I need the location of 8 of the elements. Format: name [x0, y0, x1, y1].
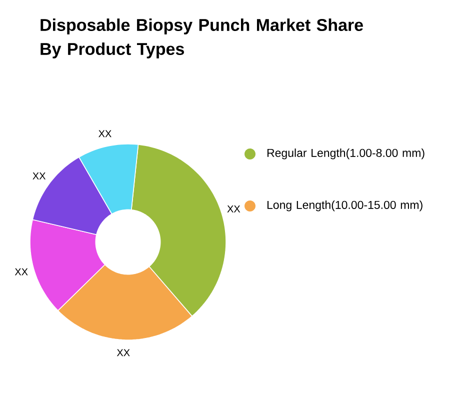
- data-label: XX: [32, 172, 46, 180]
- data-label: XX: [98, 130, 112, 138]
- data-label: XX: [116, 349, 130, 356]
- chart-title: Disposable Biopsy Punch Market Share By Product Types: [40, 18, 363, 58]
- data-label: XX: [227, 205, 240, 212]
- legend-label: Regular Length(1.00-8.00 mm): [267, 148, 424, 160]
- legend-label: Long Length(10.00-15.00 mm): [267, 200, 422, 212]
- data-label: XX: [14, 268, 28, 276]
